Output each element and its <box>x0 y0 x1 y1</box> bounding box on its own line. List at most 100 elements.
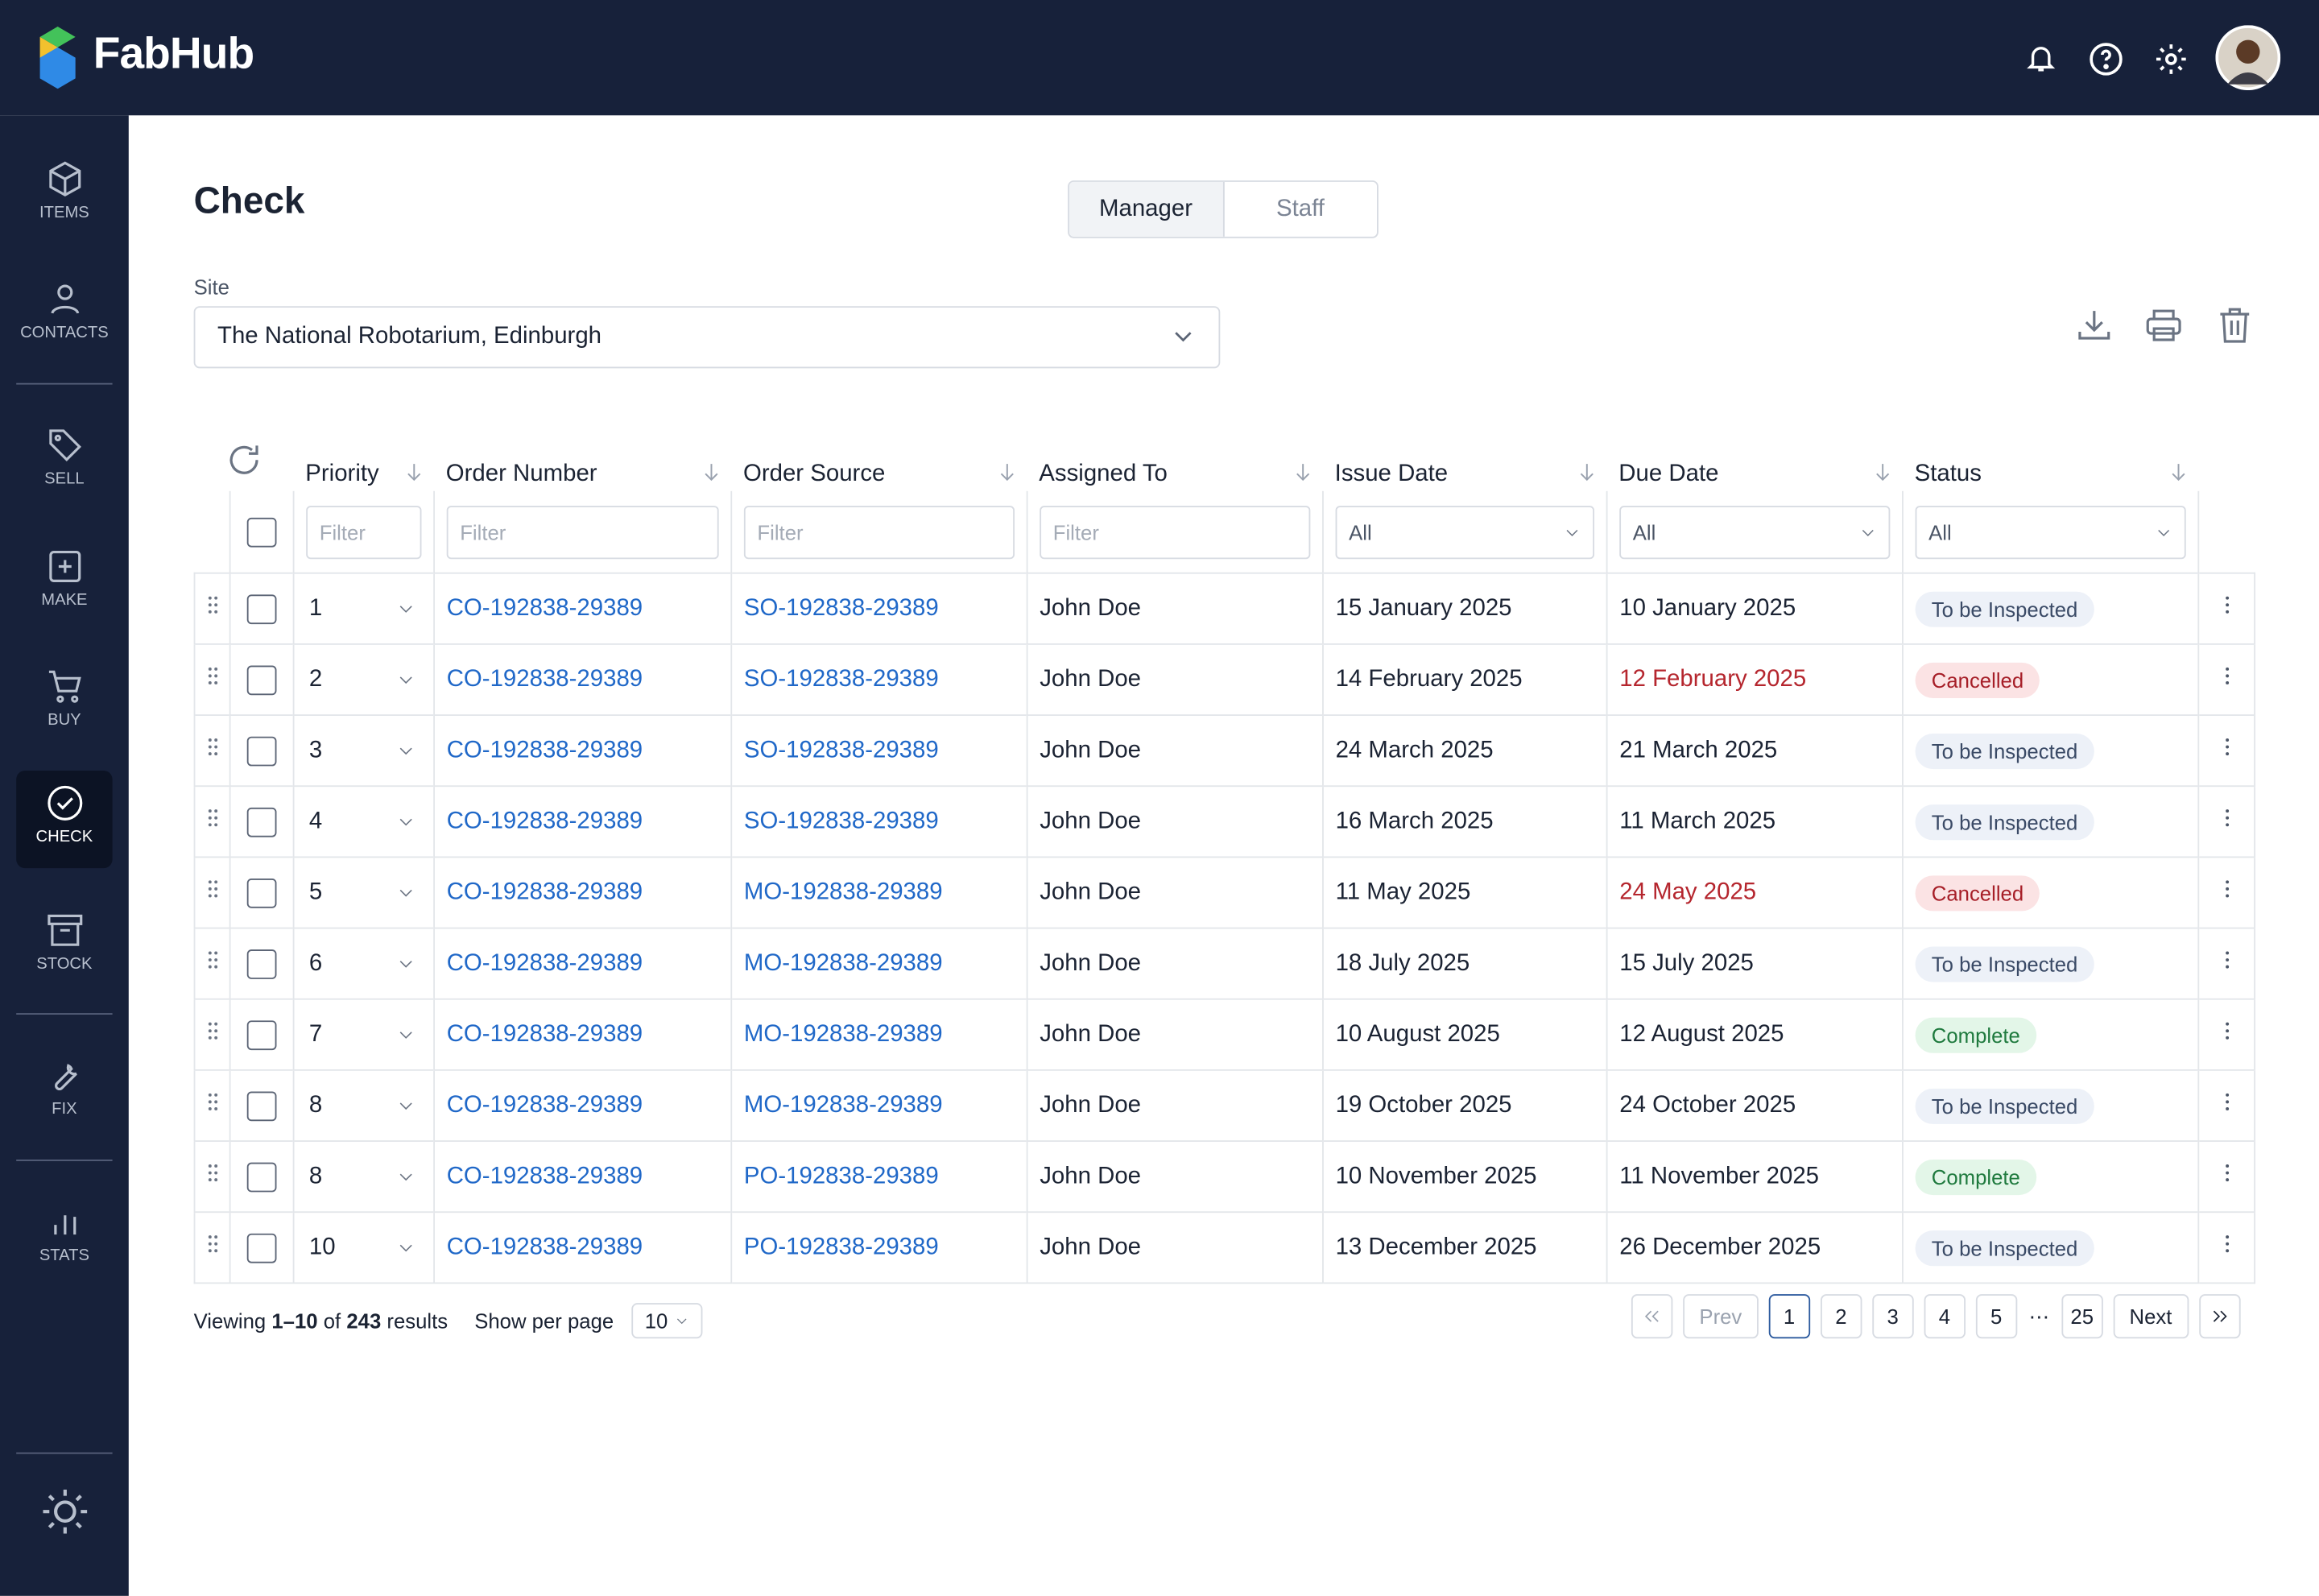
checkbox[interactable] <box>246 806 277 837</box>
column-header[interactable]: Issue Date <box>1323 429 1607 491</box>
order-source[interactable]: SO-192838-29389 <box>743 666 939 692</box>
order-source[interactable]: MO-192838-29389 <box>743 879 943 905</box>
menu-cell[interactable] <box>2197 998 2256 1070</box>
checkbox[interactable] <box>246 516 277 547</box>
menu-cell[interactable] <box>2197 785 2256 858</box>
order-number[interactable]: CO-192838-29389 <box>446 1021 643 1047</box>
checkbox[interactable] <box>246 735 277 766</box>
table-row: 8 CO-192838-29389 PO-192838-29389 John Doe 1… <box>193 1140 2256 1213</box>
filter-select[interactable]: All <box>1335 505 1595 559</box>
checkbox[interactable] <box>246 664 277 695</box>
settings[interactable] <box>2153 41 2189 76</box>
site-select[interactable]: The National Robotarium, Edinburgh <box>193 306 1221 369</box>
priority-cell[interactable]: 1 <box>292 572 435 644</box>
checkbox[interactable] <box>246 593 277 624</box>
filter-input[interactable]: Filter <box>446 505 719 559</box>
help[interactable] <box>2088 41 2123 76</box>
checkbox[interactable] <box>246 1161 277 1192</box>
menu-cell[interactable] <box>2197 714 2256 787</box>
priority-cell[interactable]: 2 <box>292 643 435 716</box>
column-header[interactable]: Order Source <box>731 429 1027 491</box>
filter-select[interactable]: All <box>1915 505 2186 559</box>
first-icon <box>1642 1306 1663 1327</box>
checkbox[interactable] <box>246 949 277 979</box>
menu-cell[interactable] <box>2197 1211 2256 1284</box>
order-number[interactable]: CO-192838-29389 <box>446 808 643 834</box>
nav-item[interactable]: CHECK <box>16 770 113 869</box>
order-source[interactable]: SO-192838-29389 <box>743 808 939 834</box>
order-number[interactable]: CO-192838-29389 <box>446 1092 643 1118</box>
order-number[interactable]: CO-192838-29389 <box>446 1234 643 1259</box>
last-page[interactable] <box>2198 1294 2240 1339</box>
page-button[interactable]: 1 <box>1768 1294 1810 1339</box>
page-button[interactable]: 3 <box>1871 1294 1914 1339</box>
column-header[interactable]: Assigned To <box>1027 429 1323 491</box>
priority-cell[interactable]: 4 <box>292 785 435 858</box>
order-source[interactable]: SO-192838-29389 <box>743 737 939 763</box>
delete[interactable] <box>2215 306 2254 345</box>
due-date: 11 November 2025 <box>1619 1163 1820 1189</box>
filter-input[interactable]: Filter <box>306 505 422 559</box>
order-source[interactable]: PO-192838-29389 <box>743 1234 939 1259</box>
menu-cell[interactable] <box>2197 1140 2256 1213</box>
download[interactable] <box>2075 306 2114 345</box>
column-header[interactable]: Due Date <box>1607 429 1903 491</box>
filter-input[interactable]: Filter <box>743 505 1015 559</box>
checkbox[interactable] <box>246 1019 277 1050</box>
order-source[interactable]: PO-192838-29389 <box>743 1163 939 1189</box>
order-number[interactable]: CO-192838-29389 <box>446 1163 643 1189</box>
order-source[interactable]: SO-192838-29389 <box>743 595 939 621</box>
page-button[interactable]: 25 <box>2061 1294 2103 1339</box>
order-number[interactable]: CO-192838-29389 <box>446 666 643 692</box>
order-number[interactable]: CO-192838-29389 <box>446 595 643 621</box>
filter-input[interactable]: Filter <box>1040 505 1311 559</box>
priority-cell[interactable]: 10 <box>292 1211 435 1284</box>
checkbox[interactable] <box>246 1090 277 1121</box>
nav-item[interactable]: STATS <box>16 1189 112 1287</box>
order-number[interactable]: CO-192838-29389 <box>446 879 643 905</box>
nav-item[interactable]: STOCK <box>16 898 112 995</box>
page-button[interactable]: 5 <box>1975 1294 2017 1339</box>
priority-cell[interactable]: 6 <box>292 927 435 999</box>
nav-item[interactable]: FIX <box>16 1043 112 1140</box>
page-button[interactable]: 2 <box>1820 1294 1862 1339</box>
priority-cell[interactable]: 7 <box>292 998 435 1070</box>
order-number[interactable]: CO-192838-29389 <box>446 737 643 763</box>
order-number[interactable]: CO-192838-29389 <box>446 950 643 976</box>
nav-item[interactable]: ITEMS <box>16 147 112 244</box>
tab[interactable]: Manager <box>1069 181 1224 237</box>
order-source[interactable]: MO-192838-29389 <box>743 1092 943 1118</box>
checkbox[interactable] <box>246 878 277 908</box>
avatar[interactable] <box>2215 25 2281 91</box>
chevron-glyph <box>399 961 412 968</box>
column-header[interactable]: Priority <box>294 429 434 491</box>
menu-cell[interactable] <box>2197 856 2256 928</box>
nav-item[interactable]: BUY <box>16 654 112 751</box>
nav-item[interactable]: SELL <box>16 412 112 510</box>
notifications[interactable] <box>2024 41 2057 73</box>
page-button[interactable]: Next <box>2113 1294 2189 1339</box>
per-page-select[interactable]: 10 <box>631 1303 702 1339</box>
checkbox[interactable] <box>246 1232 277 1263</box>
column-header[interactable]: Order Number <box>434 429 731 491</box>
first-page[interactable] <box>1631 1294 1673 1339</box>
tab[interactable]: Staff <box>1275 196 1325 221</box>
order-source[interactable]: MO-192838-29389 <box>743 1021 943 1047</box>
order-source[interactable]: MO-192838-29389 <box>743 950 943 976</box>
menu-cell[interactable] <box>2197 643 2256 716</box>
theme-toggle[interactable] <box>40 1486 90 1536</box>
page-button[interactable]: 4 <box>1924 1294 1966 1339</box>
priority-cell[interactable]: 8 <box>292 1140 435 1213</box>
priority-cell[interactable]: 8 <box>292 1069 435 1142</box>
page-button[interactable]: Prev <box>1683 1294 1759 1339</box>
priority-cell[interactable]: 3 <box>292 714 435 787</box>
nav-item[interactable]: MAKE <box>16 534 112 631</box>
menu-cell[interactable] <box>2197 927 2256 999</box>
nav-item[interactable]: CONTACTS <box>16 267 112 364</box>
print[interactable] <box>2144 306 2183 345</box>
menu-cell[interactable] <box>2197 572 2256 644</box>
menu-cell[interactable] <box>2197 1069 2256 1142</box>
priority-cell[interactable]: 5 <box>292 856 435 928</box>
filter-select[interactable]: All <box>1619 505 1891 559</box>
column-header[interactable]: Status <box>1903 429 2198 491</box>
